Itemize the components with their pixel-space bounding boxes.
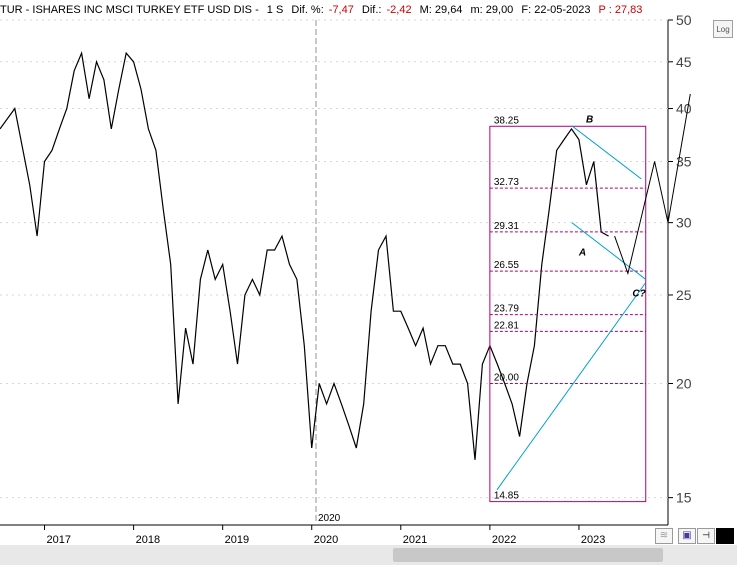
price-chart: 15 20 25 30 35 40 45 50 2017 2018 2019 2020 2021 202…: [0, 12, 692, 545]
dif-pct-value: -7,47: [328, 4, 354, 16]
fib-level-label: 14.85: [494, 491, 519, 502]
x-tick-label: 2018: [136, 534, 160, 545]
channel-mid-line: [571, 222, 647, 280]
y-tick-label: 35: [676, 153, 692, 169]
wave-label: C?: [632, 289, 645, 300]
price-series: [0, 50, 609, 460]
zoom-icon[interactable]: ≋: [655, 528, 673, 544]
fib-level-label: 29.31: [494, 221, 519, 232]
pin-icon[interactable]: ⊣: [697, 528, 715, 544]
y-tick-label: 20: [676, 376, 692, 392]
y-tick-label: 15: [676, 490, 692, 506]
channel-upper-line: [571, 125, 642, 180]
min-label: m: 29,00: [470, 4, 514, 16]
color-fill-icon[interactable]: [716, 528, 734, 544]
x-tick-label: 2017: [47, 534, 71, 545]
symbol-title: TUR - ISHARES INC MSCI TURKEY ETF USD DI…: [0, 4, 259, 16]
x-tick-label: 2019: [225, 534, 249, 545]
scrollbar-thumb[interactable]: [393, 548, 663, 562]
period-label: 1 S: [266, 4, 284, 16]
fib-level-label: 26.55: [494, 260, 519, 271]
y-tick-label: 50: [676, 12, 692, 28]
save-icon[interactable]: ▣: [678, 528, 696, 544]
wave-label: A: [578, 248, 586, 259]
date-label: F: 22-05-2023: [521, 4, 591, 16]
projection-path: [614, 93, 691, 276]
fib-level-label: 20.00: [494, 373, 519, 384]
annotations: 38.25 32.73 29.31 26.55 23.79 22.81 20.00 14.85…: [489, 93, 691, 503]
x-axis: 2017 2018 2019 2020 2021 2022 2023: [44, 525, 605, 545]
price-line: [0, 50, 609, 460]
x-tick-label: 2020: [314, 534, 338, 545]
y-tick-label: 30: [676, 215, 692, 231]
grid: [0, 19, 668, 499]
y-axis: 15 20 25 30 35 40 45 50: [668, 12, 692, 506]
year-divider-label: 2020: [318, 513, 341, 524]
fib-level-label: 32.73: [494, 177, 519, 188]
dif-pct-label: Dif. %:: [291, 4, 324, 16]
chart-header: TUR - ISHARES INC MSCI TURKEY ETF USD DI…: [0, 0, 670, 20]
fib-level-label: 38.25: [494, 115, 519, 126]
channel-lower-line: [496, 282, 647, 491]
y-tick-label: 45: [676, 54, 692, 70]
wave-label: B: [586, 115, 593, 126]
price-label: P : 27,83: [598, 4, 643, 16]
log-scale-button[interactable]: Log: [713, 20, 733, 38]
dif-value: -2,42: [386, 4, 412, 16]
x-tick-label: 2022: [492, 534, 516, 545]
x-tick-label: 2021: [403, 534, 427, 545]
dif-label: Dif.:: [361, 4, 382, 16]
fibonacci-box: [489, 125, 647, 503]
max-label: M: 29,64: [419, 4, 463, 16]
y-tick-label: 25: [676, 287, 692, 303]
y-tick-label: 40: [676, 101, 692, 117]
fib-level-label: 22.81: [494, 320, 519, 331]
fib-level-label: 23.79: [494, 304, 519, 315]
x-tick-label: 2023: [581, 534, 605, 545]
